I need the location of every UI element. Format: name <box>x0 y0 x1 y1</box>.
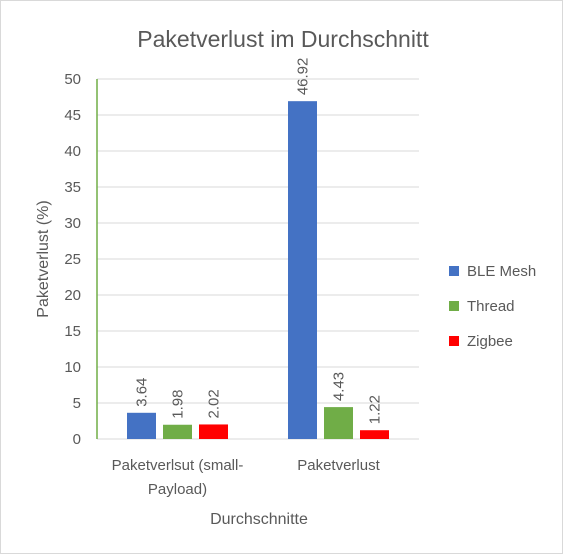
data-labels: 3.64 1.98 2.02 46.92 4.43 1.22 <box>134 58 384 425</box>
y-tick-label: 10 <box>64 359 81 376</box>
bar-zigbee <box>199 424 228 439</box>
data-label: 46.92 <box>295 58 312 96</box>
bar-thread <box>163 424 192 439</box>
y-tick-labels: 0 5 10 15 20 25 30 35 40 45 50 <box>64 71 81 448</box>
data-label: 1.98 <box>170 390 187 419</box>
y-tick-label: 5 <box>73 395 81 412</box>
bar-ble-mesh <box>127 412 156 439</box>
y-tick-label: 40 <box>64 143 81 160</box>
legend-swatch <box>449 266 459 276</box>
legend-swatch <box>449 301 459 311</box>
data-label: 2.02 <box>206 389 223 418</box>
data-label: 4.43 <box>331 372 348 401</box>
x-category-label: Paketverlsut (small- <box>112 457 244 474</box>
x-category-labels: Paketverlsut (small- Payload) Paketverlust <box>112 457 381 498</box>
legend: BLE Mesh Thread Zigbee <box>449 263 536 350</box>
y-tick-label: 25 <box>64 251 81 268</box>
gridlines <box>97 78 419 440</box>
bars <box>127 101 389 440</box>
data-label: 1.22 <box>367 395 384 424</box>
legend-swatch <box>449 336 459 346</box>
y-axis-label: Paketverlust (%) <box>35 200 52 317</box>
legend-entry: Thread <box>467 298 515 315</box>
y-tick-label: 20 <box>64 287 81 304</box>
x-axis-label: Durchschnitte <box>210 511 308 528</box>
data-label: 3.64 <box>134 378 151 407</box>
x-category-label: Paketverlust <box>297 457 380 474</box>
y-tick-label: 0 <box>73 431 81 448</box>
y-tick-label: 35 <box>64 179 81 196</box>
bar-zigbee <box>360 430 389 439</box>
y-tick-label: 50 <box>64 71 81 88</box>
x-category-label: Payload) <box>148 481 207 498</box>
legend-entry: Zigbee <box>467 333 513 350</box>
legend-entry: BLE Mesh <box>467 263 536 280</box>
y-tick-label: 30 <box>64 215 81 232</box>
y-tick-label: 45 <box>64 107 81 124</box>
bar-ble-mesh <box>288 101 317 440</box>
y-tick-label: 15 <box>64 323 81 340</box>
chart-title: Paketverlust im Durchschnitt <box>137 26 429 52</box>
bar-thread <box>324 407 353 439</box>
